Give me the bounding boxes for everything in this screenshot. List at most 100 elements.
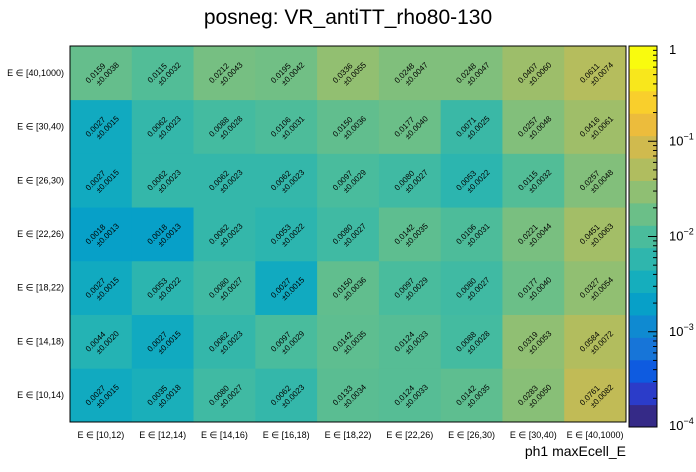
x-tick-labels: E ∈ [10,12) E ∈ [12,14) E ∈ [14,16) E ∈ [16…	[77, 430, 623, 440]
y-tick-label: E ∈ [10,14)	[17, 390, 64, 400]
x-axis-label: ph1 maxEcell_E	[525, 443, 626, 459]
heatmap-cell	[564, 99, 627, 154]
x-tick-label: E ∈ [12,14)	[139, 430, 186, 440]
x-tick-label: E ∈ [18,22)	[325, 430, 372, 440]
heatmap-cell	[193, 368, 256, 423]
heatmap-cell	[440, 368, 503, 423]
heatmap-cells: 0.0027±0.0015 0.0035±0.0018 0.0080±0.0027 0…	[70, 46, 627, 423]
heatmap-cell	[255, 46, 318, 101]
y-tick-label: E ∈ [18,22)	[17, 283, 64, 293]
colorbar-segment	[629, 135, 657, 159]
colorbar-segment	[629, 46, 657, 69]
colorbar-tick-labels: 1 10−1 10−2 10−3 10−4	[669, 42, 694, 433]
heatmap-cell	[378, 207, 442, 262]
x-tick-label: E ∈ [10,12)	[77, 430, 124, 440]
heatmap-cell	[440, 46, 503, 101]
y-tick-label: E ∈ [14,18)	[17, 336, 64, 346]
colorbar-segment	[629, 158, 657, 181]
heatmap-cell	[440, 207, 503, 262]
colorbar-segment	[629, 202, 657, 226]
heatmap-cell	[378, 368, 442, 423]
heatmap-cell	[131, 207, 194, 262]
heatmap-cell	[70, 99, 133, 154]
heatmap-cell	[131, 46, 194, 101]
y-tick-label: E ∈ [30,40)	[17, 122, 64, 132]
heatmap-cell	[255, 368, 318, 423]
heatmap-cell	[378, 46, 442, 101]
heatmap-cell	[255, 99, 318, 154]
heatmap-cell	[70, 260, 133, 315]
heatmap-cell	[564, 368, 627, 423]
y-tick-label: E ∈ [22,26)	[17, 229, 64, 239]
x-tick-label: E ∈ [16,18)	[263, 430, 310, 440]
heatmap-cell	[378, 153, 442, 208]
colorbar-segment	[629, 113, 657, 137]
heatmap-cell	[131, 99, 194, 154]
heatmap-cell	[255, 153, 318, 208]
heatmap-cell	[502, 314, 565, 369]
colorbar-segment	[629, 337, 657, 361]
y-tick-labels: E ∈ [10,14) E ∈ [14,18) E ∈ [18,22) E ∈ [22…	[7, 68, 64, 400]
heatmap-cell	[317, 314, 380, 369]
heatmap-cell	[564, 46, 627, 101]
heatmap-cell	[70, 207, 133, 262]
colorbar-segment	[629, 404, 657, 428]
heatmap-cell	[193, 207, 256, 262]
heatmap-cell	[255, 314, 318, 369]
colorbar-segment	[629, 359, 657, 383]
heatmap-cell	[70, 314, 133, 369]
heatmap-cell	[193, 99, 256, 154]
colorbar-segment	[629, 90, 657, 114]
x-tick-label: E ∈ [30,40)	[510, 430, 557, 440]
heatmap-cell	[317, 207, 380, 262]
heatmap-cell	[440, 99, 503, 154]
heatmap-cell	[502, 207, 565, 262]
heatmap-cell	[440, 153, 503, 208]
x-tick-label: E ∈ [22,26)	[386, 430, 433, 440]
heatmap-cell	[193, 153, 256, 208]
colorbar-tick-label: 1	[669, 42, 676, 57]
heatmap-cell	[70, 153, 133, 208]
y-tick-label: E ∈ [26,30)	[17, 175, 64, 185]
heatmap-cell	[564, 153, 627, 208]
heatmap-cell	[131, 368, 194, 423]
heatmap-cell	[378, 99, 442, 154]
heatmap-cell	[502, 260, 565, 315]
heatmap-cell	[378, 260, 442, 315]
heatmap-cell	[378, 314, 442, 369]
x-tick-label: E ∈ [14,16)	[201, 430, 248, 440]
heatmap-cell	[564, 207, 627, 262]
heatmap-cell	[193, 260, 256, 315]
heatmap-cell	[317, 99, 380, 154]
plot-frame	[69, 45, 627, 423]
colorbar-segment	[629, 180, 657, 204]
colorbar-segment	[629, 225, 657, 249]
colorbar-tick-label: 10−4	[669, 416, 694, 433]
colorbar-segment	[629, 247, 657, 271]
colorbar-segment	[629, 292, 657, 316]
heatmap-cell	[255, 207, 318, 262]
heatmap-cell	[131, 314, 194, 369]
x-tick-label: E ∈ [26,30)	[448, 430, 495, 440]
heatmap-cell	[440, 260, 503, 315]
x-tick-label: E ∈ [40,1000)	[567, 430, 624, 440]
colorbar	[628, 45, 658, 428]
colorbar-segment	[629, 382, 657, 406]
y-tick-label: E ∈ [40,1000)	[7, 68, 64, 78]
heatmap-cell	[131, 260, 194, 315]
heatmap-cell	[502, 46, 565, 101]
colorbar-tick-label: 10−2	[669, 227, 694, 244]
colorbar-segment	[629, 68, 657, 92]
heatmap-cell	[131, 153, 194, 208]
heatmap-cell	[502, 99, 565, 154]
heatmap-cell	[440, 314, 503, 369]
heatmap-cell	[70, 368, 133, 423]
heatmap-cell	[70, 46, 133, 101]
heatmap-cell	[564, 260, 627, 315]
colorbar-tick-label: 10−1	[669, 131, 694, 148]
heatmap-cell	[317, 260, 380, 315]
colorbar-segment	[629, 314, 657, 338]
colorbar-segment	[629, 270, 657, 294]
chart-title: posneg: VR_antiTT_rho80-130	[204, 6, 492, 29]
